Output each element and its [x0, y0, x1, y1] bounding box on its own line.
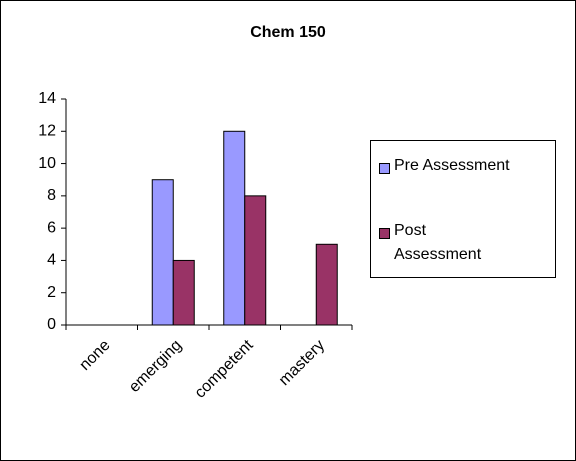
legend: Pre Assessment Post Assessment	[370, 140, 556, 278]
y-tick-label: 6	[47, 219, 56, 236]
legend-swatch	[379, 228, 390, 239]
legend-entry: Pre Assessment	[379, 157, 551, 178]
y-tick-label: 12	[38, 123, 56, 140]
bar	[223, 130, 246, 326]
y-tick-label: 10	[38, 155, 56, 172]
bar	[244, 195, 267, 326]
chart-title: Chem 150	[250, 24, 326, 41]
bar	[151, 179, 174, 326]
y-tick-label: 14	[38, 90, 56, 107]
legend-swatch	[379, 163, 390, 174]
y-tick-label: 8	[47, 187, 56, 204]
y-tick-label: 2	[47, 284, 56, 301]
y-tick-label: 0	[47, 316, 56, 333]
bar	[315, 243, 338, 326]
legend-label: Pre Assessment	[394, 157, 510, 174]
bar	[172, 259, 195, 326]
y-tick-label: 4	[47, 252, 56, 269]
legend-entry: Post Assessment	[379, 222, 551, 267]
legend-label: Post Assessment	[394, 222, 482, 263]
